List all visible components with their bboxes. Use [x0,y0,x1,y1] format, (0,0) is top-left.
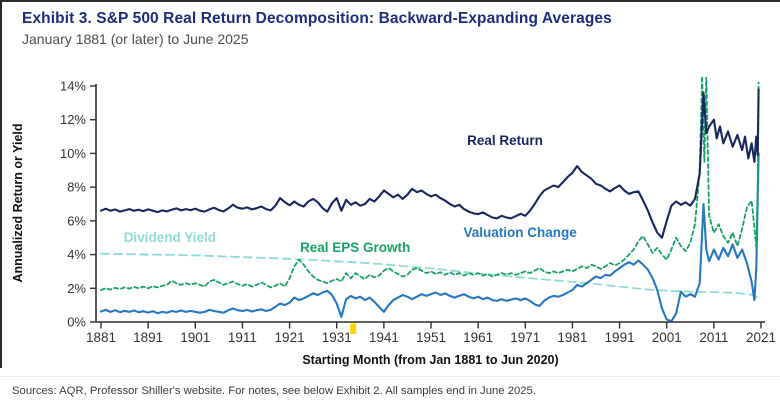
exhibit-title: Exhibit 3. S&P 500 Real Return Decomposi… [22,10,612,27]
footer-divider [0,376,780,377]
x-tick-label: 1911 [228,330,257,345]
x-tick-label: 1921 [275,330,305,345]
frame-border-top [0,0,780,2]
x-axis-title: Starting Month (from Jan 1881 to Jun 202… [302,353,558,367]
source-note: Sources: AQR, Professor Shiller's websit… [12,385,536,397]
x-tick-label: 1991 [605,330,635,345]
x-tick-label: 1881 [86,330,116,345]
x-axis-ticks: 1881 1891 1901 1911 1921 1931 1941 1951 1961 1971… [86,322,776,345]
y-tick-label: 0% [67,315,86,330]
series-lines [99,77,760,322]
x-tick-label: 1931 [322,330,352,345]
series-label-valuation-change: Valuation Change [463,225,577,240]
series-label-dividend-yield: Dividend Yield [124,230,216,245]
series-label-real-eps-growth: Real EPS Growth [300,240,410,255]
frame-border-left [0,0,2,368]
x-tick-label: 1981 [557,330,587,345]
x-tick-label: 2021 [746,330,776,345]
y-tick-label: 6% [67,213,86,228]
axes [95,84,765,323]
y-tick-label: 4% [67,247,86,262]
y-axis-title: Annualized Return or Yield [11,123,25,282]
series-line-valuation-change [99,152,760,322]
y-tick-label: 8% [67,180,86,195]
y-tick-label: 10% [60,146,86,161]
yellow-highlight-marker [350,323,357,334]
y-tick-label: 2% [67,281,86,296]
y-axis-ticks: 0% 2% 4% 6% 8% 10% 12% 14% [60,79,96,330]
series-line-real-eps-growth [100,77,760,291]
series-line-dividend-yield [100,252,760,300]
x-tick-label: 1971 [510,330,540,345]
x-tick-label: 2001 [652,330,682,345]
x-tick-label: 1891 [133,330,163,345]
exhibit-subtitle: January 1881 (or later) to June 2025 [22,31,249,47]
y-tick-label: 14% [60,79,86,94]
x-tick-label: 1961 [463,330,493,345]
y-tick-label: 12% [60,112,86,127]
x-tick-label: 1951 [416,330,446,345]
series-label-real-return: Real Return [467,133,543,148]
x-tick-label: 1901 [180,330,210,345]
x-tick-label: 1941 [369,330,399,345]
series-line-real-return [99,88,760,239]
x-tick-label: 2011 [699,330,728,345]
series-labels: Dividend Yield Valuation Change Real EPS G… [124,133,578,255]
